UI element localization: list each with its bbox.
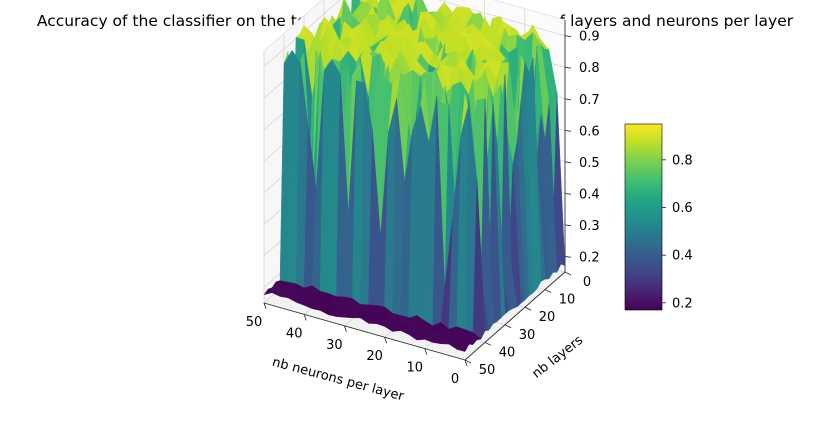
colorbar-gradient xyxy=(624,123,663,311)
y-tick-mark xyxy=(524,306,532,311)
colorbar: 0.2 0.4 0.6 0.8 xyxy=(624,123,693,311)
y-tick-label: 40 xyxy=(499,345,516,360)
y-tick-label: 0 xyxy=(583,275,591,290)
x-tick-label: 30 xyxy=(326,338,343,353)
y-tick-label: 20 xyxy=(539,310,556,325)
x-tick-label: 40 xyxy=(286,326,303,341)
x-tick-label: 10 xyxy=(407,361,424,376)
z-tick-label: 0.7 xyxy=(579,93,600,108)
x-tick-mark xyxy=(384,337,388,344)
z-tick-mark xyxy=(564,192,572,195)
z-tick-mark xyxy=(564,224,572,227)
z-tick-mark xyxy=(564,98,572,101)
z-tick-mark xyxy=(564,255,572,258)
y-axis-label: nb layers xyxy=(530,333,587,382)
z-tick-label: 0.5 xyxy=(579,156,600,171)
colorbar-tick-label: 0.8 xyxy=(672,153,693,168)
z-tick-label: 0.2 xyxy=(579,250,600,265)
x-tick-mark xyxy=(464,359,468,367)
axis-lines xyxy=(263,20,566,361)
y-tick-label: 30 xyxy=(519,328,536,343)
side-grid-line xyxy=(263,0,341,68)
y-tick-label: 10 xyxy=(559,293,576,308)
z-tick-mark xyxy=(564,161,572,164)
y-tick-mark xyxy=(564,271,572,276)
x-tick-mark xyxy=(303,314,307,321)
y-tick-label: 50 xyxy=(479,363,496,378)
surface-mesh xyxy=(263,0,566,352)
z-tick-label: 0.6 xyxy=(579,124,600,139)
z-tick-label: 0.3 xyxy=(579,219,600,234)
z-tick-mark xyxy=(564,129,572,132)
z-tick-mark xyxy=(564,66,572,69)
x-axis-line xyxy=(263,302,466,361)
x-tick-mark xyxy=(263,302,267,310)
x-tick-label: 20 xyxy=(366,349,383,364)
colorbar-tick-label: 0.2 xyxy=(672,296,693,311)
colorbar-tick-label: 0.4 xyxy=(672,249,693,264)
x-tick-label: 0 xyxy=(451,372,459,387)
y-tick-mark xyxy=(544,289,552,294)
colorbar-ticks: 0.2 0.4 0.6 0.8 xyxy=(662,153,693,311)
surface-patch xyxy=(456,343,470,352)
y-tick-mark xyxy=(504,324,512,329)
y-axis-line xyxy=(464,271,566,361)
y-tick-mark xyxy=(484,341,492,346)
colorbar-tick-label: 0.6 xyxy=(672,201,693,216)
tick-labels: 01020304050010203040500.20.30.40.50.60.7… xyxy=(246,30,600,387)
z-tick-mark xyxy=(564,35,572,38)
x-tick-mark xyxy=(343,325,347,332)
z-tick-label: 0.8 xyxy=(579,61,600,76)
x-tick-label: 50 xyxy=(246,315,263,330)
y-tick-mark xyxy=(464,359,472,364)
back-grid-line xyxy=(437,0,566,37)
z-tick-label: 0.9 xyxy=(579,30,600,45)
x-tick-mark xyxy=(424,348,428,355)
z-tick-label: 0.4 xyxy=(579,187,600,202)
x-axis-label: nb neurons per layer xyxy=(270,355,405,405)
